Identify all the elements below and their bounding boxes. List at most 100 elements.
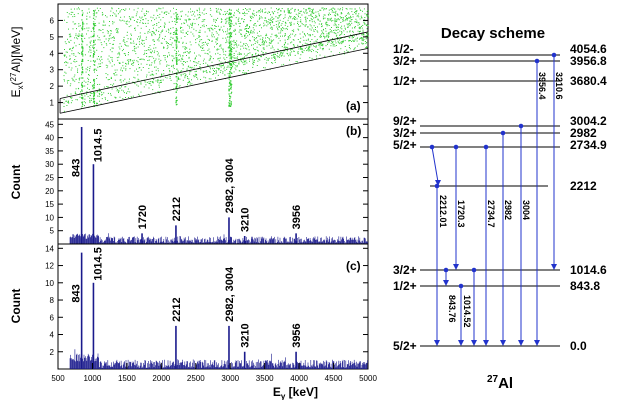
scatter-point <box>161 73 163 75</box>
scatter-point <box>82 104 84 106</box>
scatter-point <box>238 17 240 19</box>
scatter-point <box>313 45 314 47</box>
scatter-point <box>230 87 232 89</box>
scatter-point <box>246 48 248 50</box>
scatter-point <box>259 59 261 61</box>
scatter-point <box>253 61 255 63</box>
scatter-point <box>66 12 68 13</box>
scatter-point <box>133 40 134 42</box>
scatter-point <box>259 44 261 46</box>
scatter-point <box>132 16 134 18</box>
scatter-point <box>144 50 146 52</box>
scatter-point <box>275 20 277 22</box>
scatter-point <box>358 32 360 34</box>
scatter-point <box>294 35 296 37</box>
scatter-point <box>339 42 341 44</box>
scatter-point <box>108 60 110 62</box>
scatter-point <box>339 9 341 11</box>
scatter-point <box>322 43 324 45</box>
scatter-point <box>176 78 178 80</box>
scatter-point <box>99 83 101 85</box>
scatter-point <box>161 81 162 83</box>
scatter-point <box>350 16 352 18</box>
scatter-point <box>150 16 152 18</box>
scatter-point <box>364 23 366 25</box>
scatter-point <box>176 99 178 102</box>
scatter-point <box>103 20 105 22</box>
scatter-point <box>286 27 288 29</box>
scatter-point <box>251 44 252 46</box>
scatter-point <box>303 50 305 52</box>
scatter-point <box>112 23 114 25</box>
scatter-point <box>90 44 92 46</box>
transition-label: 2734.7 <box>486 200 496 228</box>
scatter-point <box>123 53 125 54</box>
scatter-point <box>336 26 338 28</box>
scatter-point <box>289 52 291 54</box>
scatter-point <box>216 39 218 41</box>
scatter-point <box>66 22 68 23</box>
scatter-point <box>253 39 255 41</box>
scatter-point <box>267 58 269 60</box>
scatter-point <box>307 48 309 50</box>
scatter-point <box>353 40 355 42</box>
scatter-point <box>255 52 257 54</box>
scatter-point <box>330 45 332 47</box>
scatter-point <box>195 42 197 44</box>
scatter-point <box>206 43 208 45</box>
scatter-point <box>320 23 322 25</box>
scatter-point <box>213 36 215 38</box>
scatter-point <box>321 23 323 25</box>
scatter-point <box>119 48 121 50</box>
scatter-point <box>74 80 76 82</box>
scatter-point <box>123 9 125 10</box>
scatter-point <box>267 12 269 14</box>
scatter-point <box>309 50 311 52</box>
scatter-point <box>285 22 287 24</box>
scatter-point <box>113 37 115 39</box>
scatter-point <box>82 85 84 87</box>
scatter-point <box>211 36 213 38</box>
scatter-point <box>294 18 296 20</box>
scatter-point <box>213 20 215 22</box>
scatter-point <box>92 98 94 100</box>
scatter-point <box>116 30 118 32</box>
scatter-point <box>314 36 316 38</box>
scatter-point <box>263 44 265 46</box>
scatter-point <box>230 96 232 98</box>
transition-origin <box>453 144 459 150</box>
scatter-point <box>278 16 280 18</box>
gate-line <box>59 31 369 99</box>
scatter-point <box>77 72 79 73</box>
scatter-point <box>175 91 177 93</box>
scatter-point <box>230 84 232 86</box>
scatter-point <box>233 64 235 66</box>
scatter-point <box>139 16 141 18</box>
scatter-point <box>182 42 184 44</box>
scatter-point <box>138 36 140 38</box>
scatter-point <box>333 32 335 34</box>
scatter-point <box>212 29 214 31</box>
scatter-point <box>164 22 166 24</box>
scatter-point <box>300 47 302 49</box>
scatter-point <box>65 72 67 74</box>
scatter-point <box>124 10 126 11</box>
scatter-point <box>63 79 65 81</box>
scatter-point <box>172 33 174 35</box>
scatter-point <box>154 50 156 52</box>
scatter-point <box>148 87 150 89</box>
scatter-point <box>347 26 348 28</box>
scatter-point <box>289 22 291 24</box>
transition-origin <box>483 144 489 150</box>
scatter-point <box>216 48 218 50</box>
scatter-point <box>105 73 107 74</box>
scatter-point <box>71 53 73 55</box>
scatter-point <box>124 78 126 80</box>
scatter-point <box>155 66 157 68</box>
scatter-point <box>170 10 171 12</box>
scatter-point <box>258 58 260 60</box>
transition-label: 3210.6 <box>554 72 564 100</box>
scatter-point <box>297 9 299 11</box>
scatter-point <box>340 13 342 15</box>
